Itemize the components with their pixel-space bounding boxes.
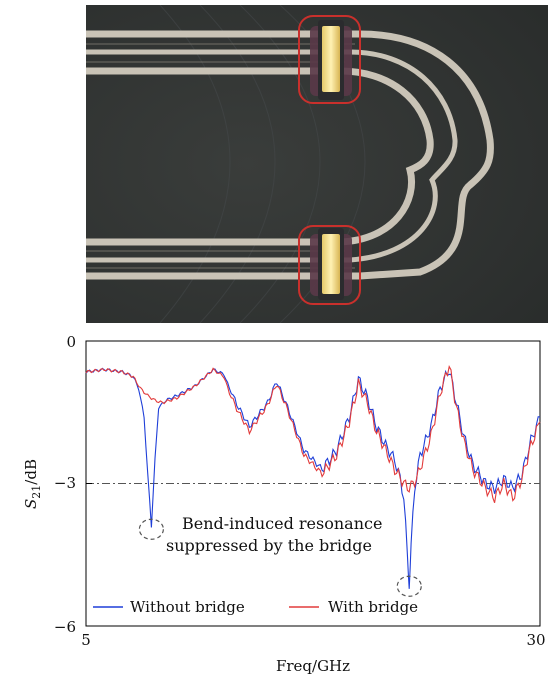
resonance-circle-2 bbox=[396, 575, 422, 597]
annotation-line1: Bend-induced resonance bbox=[182, 514, 382, 533]
resonance-circle-1 bbox=[138, 518, 164, 540]
y-tick-label-0: 0 bbox=[66, 333, 76, 351]
y-tick-label-neg3: −3 bbox=[54, 474, 76, 492]
y-axis-label: S21/dB bbox=[22, 459, 43, 509]
series-layer bbox=[85, 365, 541, 589]
top-air-bridge bbox=[298, 15, 361, 104]
legend: Without bridge With bridge bbox=[93, 598, 418, 616]
x-tick-label-30: 30 bbox=[526, 631, 545, 649]
y-axis-label-unit: /dB bbox=[22, 459, 40, 485]
y-axis-label-symbol: S bbox=[22, 499, 40, 509]
legend-label-without-bridge: Without bridge bbox=[130, 598, 245, 616]
y-axis-label-subscript: 21 bbox=[30, 485, 43, 499]
s21-chart: Bend-induced resonance suppressed by the… bbox=[22, 333, 546, 675]
x-tick-label-5: 5 bbox=[81, 631, 91, 649]
x-axis-label: Freq/GHz bbox=[276, 657, 350, 675]
annotation-layer: Bend-induced resonance suppressed by the… bbox=[138, 514, 422, 597]
y-tick-label-neg6: −6 bbox=[54, 618, 76, 636]
micrograph-photo bbox=[86, 5, 548, 323]
annotation-line2: suppressed by the bridge bbox=[166, 536, 372, 555]
tick-layer bbox=[85, 340, 541, 627]
legend-label-with-bridge: With bridge bbox=[328, 598, 418, 616]
series-line-with-bridge bbox=[85, 365, 541, 503]
bottom-air-bridge bbox=[298, 225, 361, 305]
